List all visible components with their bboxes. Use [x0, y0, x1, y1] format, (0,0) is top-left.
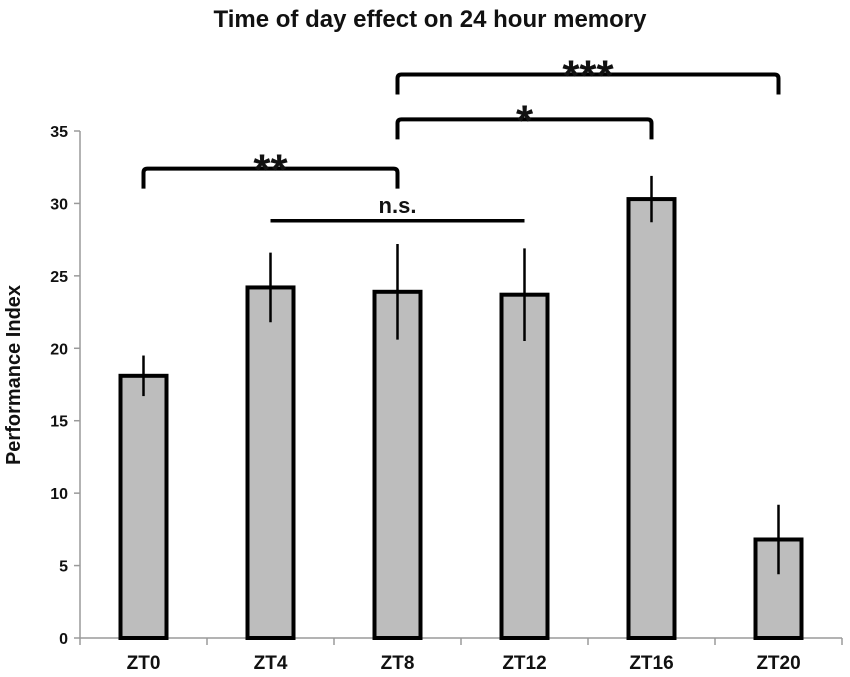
significance-label: ** [253, 146, 288, 195]
y-tick-label: 15 [50, 414, 68, 431]
y-tick-label: 5 [59, 559, 68, 576]
x-tick-label: ZT0 [127, 653, 161, 674]
chart-title: Time of day effect on 24 hour memory [214, 6, 648, 33]
significance-bracket [395, 72, 781, 95]
bar-zt8 [372, 289, 423, 640]
x-tick-label: ZT12 [502, 653, 546, 674]
bar-zt12 [499, 292, 550, 640]
y-tick-label: 25 [50, 269, 68, 286]
y-tick-label: 10 [50, 486, 68, 503]
y-ticks: 0 5 10 15 20 25 30 35 [50, 124, 80, 648]
bar-zt0 [118, 373, 169, 640]
bar-zt4 [245, 285, 296, 640]
y-tick-label: 35 [50, 124, 68, 141]
significance-bracket [395, 117, 654, 140]
x-tick-label: ZT4 [254, 653, 288, 674]
significance-bracket [141, 166, 400, 189]
significance-annotations: **n.s.**** [141, 52, 781, 223]
y-tick-label: 20 [50, 341, 68, 358]
y-axis-label: Performance Index [3, 285, 25, 465]
x-tick-label: ZT20 [756, 653, 800, 674]
y-tick-label: 0 [59, 631, 68, 648]
x-tick-label: ZT16 [629, 653, 673, 674]
error-bars [142, 175, 780, 575]
significance-label: *** [562, 52, 614, 101]
significance-label: * [516, 96, 534, 145]
significance-label: n.s. [379, 193, 417, 218]
bars [118, 197, 804, 640]
y-tick-label: 30 [50, 196, 68, 213]
x-tick-label: ZT8 [381, 653, 415, 674]
x-ticks: ZT0 ZT4 ZT8 ZT12 ZT16 ZT20 [79, 638, 843, 674]
bar-zt16 [626, 197, 677, 640]
